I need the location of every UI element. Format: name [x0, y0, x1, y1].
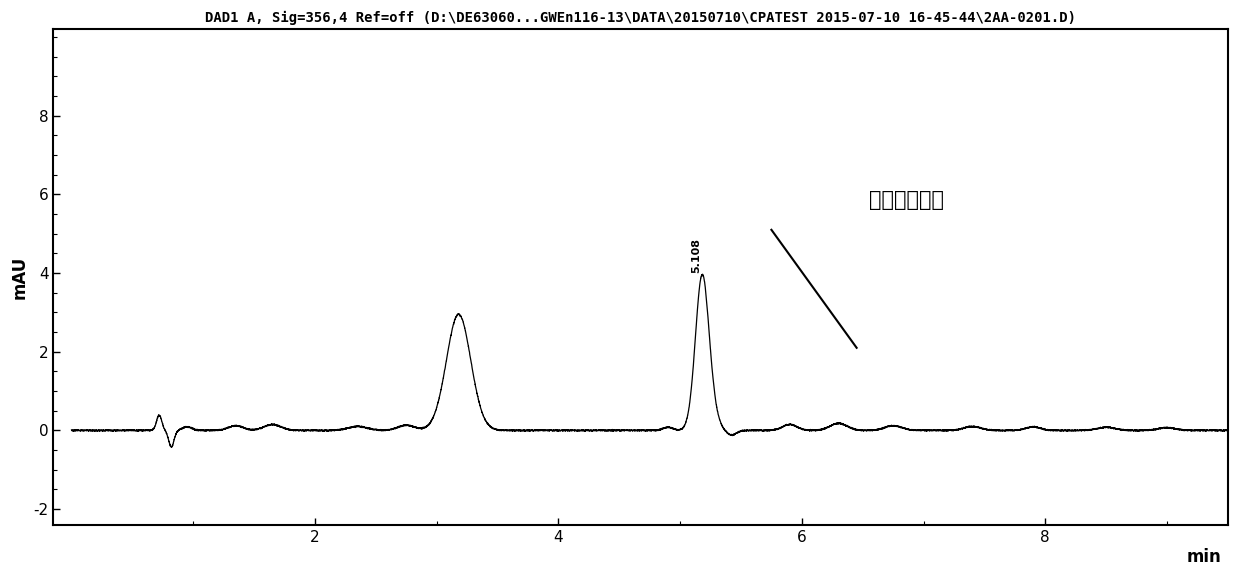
- Y-axis label: mAU: mAU: [11, 255, 28, 298]
- Title: DAD1 A, Sig=356,4 Ref=off (D:\DE63060...GWEn116-13\DATA\20150710\CPATEST 2015-07: DAD1 A, Sig=356,4 Ref=off (D:\DE63060...…: [206, 11, 1077, 25]
- Text: 环丙胺对照品: 环丙胺对照品: [869, 190, 944, 210]
- Text: 5.108: 5.108: [691, 238, 701, 273]
- Text: min: min: [1187, 549, 1222, 566]
